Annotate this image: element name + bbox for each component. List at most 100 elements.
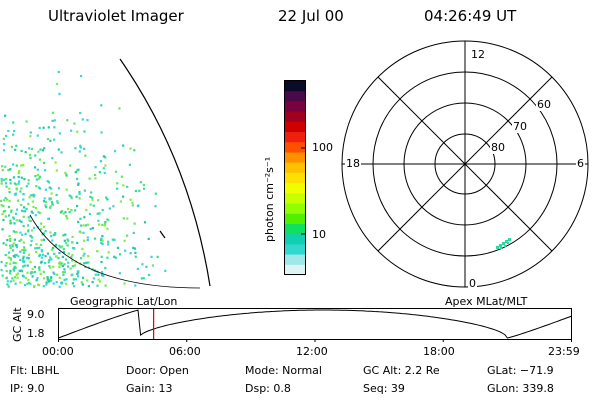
- emission-pixel: [105, 196, 108, 199]
- emission-pixel: [2, 149, 6, 152]
- emission-pixel: [24, 232, 27, 235]
- emission-pixel: [71, 235, 74, 238]
- emission-pixel: [4, 264, 7, 267]
- emission-pixel: [128, 163, 131, 166]
- emission-pixel: [3, 199, 6, 202]
- colorbar-band: [285, 203, 306, 215]
- emission-pixel: [30, 239, 33, 243]
- emission-pixel: [15, 144, 18, 147]
- emission-pixel: [8, 200, 11, 203]
- emission-pixel: [9, 269, 12, 272]
- emission-pixel: [21, 248, 24, 252]
- emission-pixel: [99, 160, 102, 163]
- emission-pixel: [71, 282, 74, 285]
- emission-pixel: [21, 233, 24, 236]
- emission-pixel: [107, 251, 110, 254]
- emission-pixel: [61, 264, 64, 267]
- emission-pixel: [4, 215, 7, 218]
- emission-pixel: [143, 221, 147, 224]
- emission-pixel: [4, 114, 7, 117]
- emission-pixel: [38, 177, 41, 180]
- emission-pixel: [6, 239, 9, 242]
- aurora-emission: [0, 70, 167, 288]
- emission-pixel: [2, 137, 5, 140]
- emission-pixel: [50, 279, 53, 282]
- emission-pixel: [12, 216, 15, 219]
- time-label: 04:26:49 UT: [424, 7, 517, 25]
- emission-pixel: [9, 178, 12, 181]
- emission-pixel: [49, 256, 52, 259]
- emission-pixel: [120, 175, 123, 178]
- emission-pixel: [47, 126, 50, 129]
- emission-pixel: [129, 147, 132, 150]
- emission-pixel: [36, 134, 39, 137]
- emission-pixel: [22, 198, 25, 201]
- emission-pixel: [63, 268, 66, 271]
- emission-pixel: [3, 143, 6, 146]
- emission-pixel: [119, 200, 122, 203]
- emission-pixel: [58, 132, 61, 135]
- emission-pixel: [22, 260, 25, 263]
- emission-pixel: [40, 256, 43, 259]
- emission-pixel: [27, 253, 31, 256]
- emission-pixel: [63, 278, 66, 281]
- emission-pixel: [51, 157, 54, 160]
- emission-pixel: [38, 212, 42, 215]
- emission-pixel: [51, 239, 54, 242]
- emission-pixel: [16, 199, 20, 202]
- emission-pixel: [34, 175, 37, 178]
- emission-pixel: [145, 265, 148, 268]
- emission-pixel: [71, 265, 74, 268]
- emission-pixel: [17, 182, 20, 185]
- info-gc-alt: GC Alt: 2.2 Re: [363, 364, 440, 377]
- emission-pixel: [24, 276, 28, 280]
- emission-pixel: [15, 253, 18, 257]
- emission-pixel: [79, 231, 82, 234]
- emission-pixel: [25, 120, 28, 123]
- emission-pixel: [36, 168, 39, 171]
- emission-pixel: [42, 238, 46, 241]
- emission-pixel: [46, 252, 50, 255]
- info-dsp: Dsp: 0.8: [245, 382, 291, 395]
- emission-pixel: [13, 269, 16, 272]
- emission-pixel: [114, 170, 118, 173]
- emission-pixel: [97, 219, 100, 222]
- emission-pixel: [50, 200, 54, 204]
- emission-pixel: [61, 245, 64, 248]
- emission-pixel: [29, 282, 32, 285]
- emission-pixel: [15, 244, 18, 247]
- emission-pixel: [78, 197, 81, 200]
- emission-pixel: [58, 276, 61, 279]
- emission-pixel: [25, 207, 28, 210]
- emission-pixel: [97, 273, 100, 276]
- emission-pixel: [83, 216, 86, 219]
- emission-pixel: [45, 281, 48, 284]
- emission-pixel: [55, 273, 59, 276]
- emission-pixel: [139, 181, 142, 184]
- emission-pixel: [23, 247, 26, 250]
- emission-pixel: [47, 261, 50, 264]
- emission-pixel: [0, 180, 3, 183]
- emission-pixel: [61, 255, 64, 258]
- colorbar-band: [285, 234, 306, 245]
- emission-pixel: [31, 200, 34, 203]
- emission-pixel: [36, 247, 39, 250]
- emission-pixel: [112, 205, 115, 208]
- emission-pixel: [83, 252, 86, 255]
- emission-pixel: [50, 187, 53, 190]
- colorbar-band: [285, 172, 306, 184]
- emission-pixel: [44, 188, 47, 191]
- emission-pixel: [0, 269, 3, 272]
- emission-pixel: [12, 268, 15, 271]
- emission-pixel: [85, 208, 88, 212]
- emission-pixel: [136, 267, 139, 270]
- emission-pixel: [73, 264, 76, 267]
- emission-pixel: [77, 220, 80, 224]
- emission-pixel: [24, 210, 27, 213]
- emission-pixel: [67, 252, 70, 255]
- emission-pixel: [16, 276, 19, 279]
- emission-pixel: [77, 182, 80, 185]
- emission-pixel: [15, 273, 18, 276]
- emission-pixel: [20, 187, 23, 190]
- emission-pixel: [0, 199, 3, 202]
